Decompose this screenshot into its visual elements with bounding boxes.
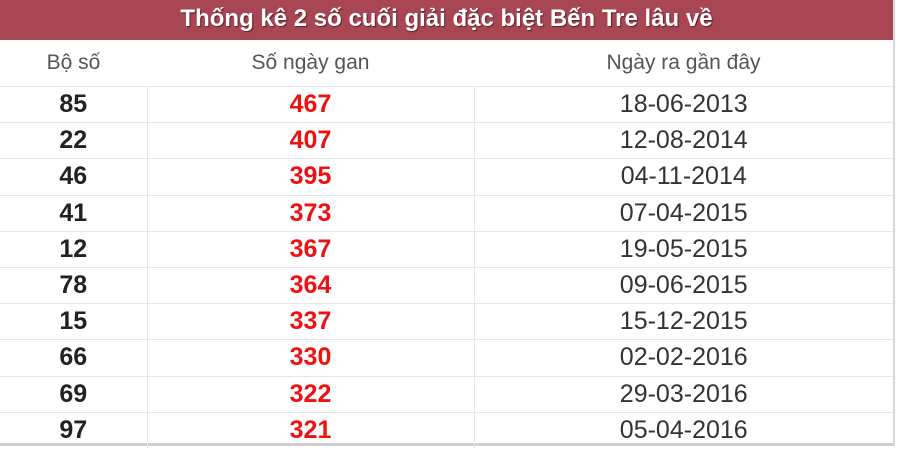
- header-days: Số ngày gan: [251, 51, 370, 74]
- table-row: 66 330 02-02-2016: [0, 339, 893, 376]
- stats-table: Bộ số Số ngày gan Ngày ra gần đây 85 467 1…: [0, 40, 893, 448]
- cell-days: 321: [146, 411, 474, 448]
- table-title: Thống kê 2 số cuối giải đặc biệt Bến Tre…: [0, 0, 893, 40]
- cell-date: 15-12-2015: [473, 303, 893, 340]
- table-row: 46 395 04-11-2014: [0, 158, 893, 196]
- table-row: 12 367 19-05-2015: [0, 230, 893, 268]
- cell-number: 97: [0, 411, 147, 448]
- table-row: 85 467 18-06-2013: [0, 85, 893, 123]
- cell-days: 373: [146, 194, 474, 232]
- cell-number: 22: [0, 122, 147, 159]
- cell-date: 05-04-2016: [473, 411, 893, 448]
- cell-days: 322: [146, 375, 474, 413]
- cell-date: 09-06-2015: [473, 266, 893, 304]
- cell-number: 41: [0, 194, 147, 232]
- cell-number: 78: [0, 266, 147, 304]
- cell-date: 12-08-2014: [473, 122, 893, 159]
- cell-date: 18-06-2013: [473, 85, 893, 123]
- cell-days: 337: [146, 303, 474, 340]
- cell-days: 364: [146, 266, 474, 304]
- cell-date: 19-05-2015: [473, 230, 893, 268]
- table-row: 22 407 12-08-2014: [0, 122, 893, 159]
- cell-date: 02-02-2016: [473, 339, 893, 376]
- cell-number: 12: [0, 230, 147, 268]
- cell-date: 29-03-2016: [473, 375, 893, 413]
- cell-number: 66: [0, 339, 147, 376]
- cell-days: 395: [146, 158, 474, 196]
- table-row: 15 337 15-12-2015: [0, 303, 893, 340]
- cell-days: 330: [146, 339, 474, 376]
- table-row: 69 322 29-03-2016: [0, 375, 893, 413]
- table-row: 41 373 07-04-2015: [0, 194, 893, 232]
- cell-days: 467: [146, 85, 474, 123]
- cell-days: 407: [146, 122, 474, 159]
- cell-days: 367: [146, 230, 474, 268]
- cell-number: 69: [0, 375, 147, 413]
- cell-number: 85: [0, 85, 147, 123]
- cell-number: 15: [0, 303, 147, 340]
- cell-date: 04-11-2014: [473, 158, 893, 196]
- header-row: Bộ số Số ngày gan Ngày ra gần đây: [0, 40, 893, 87]
- cell-number: 46: [0, 158, 147, 196]
- header-number: Bộ số: [46, 51, 101, 74]
- table-row: 78 364 09-06-2015: [0, 266, 893, 304]
- header-date: Ngày ra gần đây: [606, 51, 761, 74]
- table-row: 97 321 05-04-2016: [0, 411, 893, 448]
- cell-date: 07-04-2015: [473, 194, 893, 232]
